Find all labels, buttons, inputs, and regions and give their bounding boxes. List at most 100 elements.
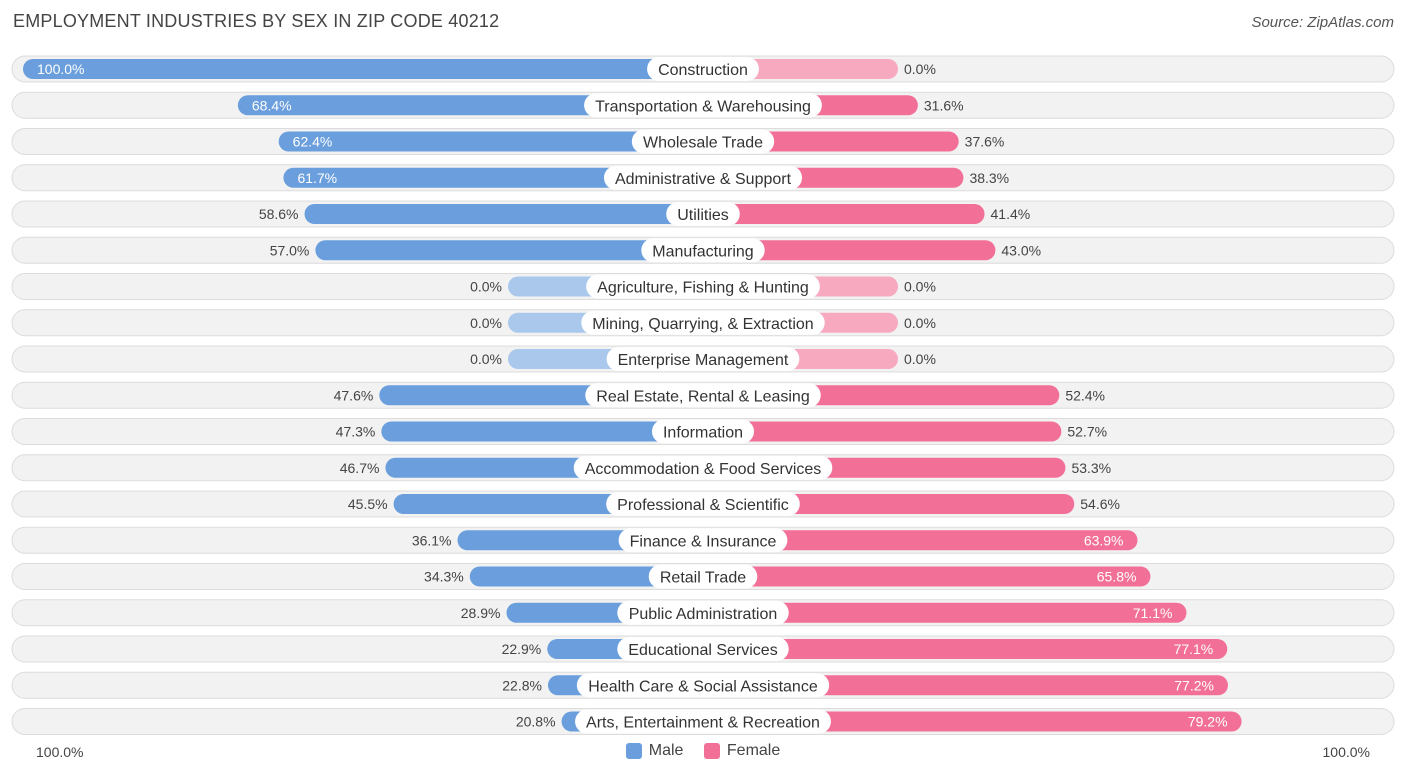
- male-value-label: 100.0%: [37, 61, 84, 77]
- male-value-label: 28.9%: [461, 605, 501, 621]
- source-label: Source: ZipAtlas.com: [1251, 14, 1394, 31]
- category-label: Public Administration: [629, 606, 778, 623]
- category-label: Health Care & Social Assistance: [588, 678, 818, 695]
- bar-female: [703, 421, 1062, 442]
- category-label: Construction: [658, 62, 748, 79]
- category-label-bg: [603, 165, 803, 190]
- bar-male: [23, 59, 703, 79]
- female-value-label: 54.6%: [1080, 496, 1120, 512]
- category-label: Enterprise Management: [618, 352, 789, 369]
- category-label-bg: [666, 202, 740, 226]
- male-value-label: 34.3%: [424, 569, 464, 585]
- female-value-label: 0.0%: [904, 351, 936, 367]
- bar-female: [703, 602, 1187, 623]
- legend-label-female: Female: [726, 742, 781, 759]
- female-value-label: 77.1%: [1174, 641, 1214, 657]
- female-value-label: 63.9%: [1084, 532, 1124, 548]
- male-value-label: 47.6%: [334, 387, 374, 403]
- category-label: Transportation & Warehousing: [595, 98, 811, 115]
- category-label-bg: [641, 238, 765, 263]
- male-value-label: 22.8%: [502, 677, 542, 693]
- category-label-bg: [573, 455, 833, 480]
- female-value-label: 65.8%: [1097, 569, 1137, 585]
- male-value-label: 61.7%: [297, 170, 337, 186]
- female-value-label: 37.6%: [965, 134, 1005, 150]
- axis-right-label: 100.0%: [1322, 744, 1370, 760]
- category-label-bg: [585, 383, 821, 408]
- category-label-bg: [647, 57, 759, 81]
- male-value-label: 0.0%: [470, 315, 502, 331]
- category-label: Educational Services: [628, 642, 777, 659]
- bar-male: [315, 240, 703, 261]
- chart-canvas: 100.0% 0.0% Construction 68.4% 31.6% Transpor…: [11, 55, 1395, 735]
- male-value-label: 47.3%: [336, 424, 376, 440]
- female-value-label: 0.0%: [904, 61, 936, 77]
- chart-title: EMPLOYMENT INDUSTRIES BY SEX IN ZIP CODE…: [13, 11, 500, 31]
- male-value-label: 58.6%: [259, 206, 299, 222]
- legend-label-male: Male: [648, 742, 684, 759]
- female-value-label: 38.3%: [969, 170, 1009, 186]
- category-label-bg: [581, 310, 825, 335]
- category-label: Utilities: [677, 207, 729, 224]
- category-label-bg: [586, 274, 820, 299]
- category-label: Agriculture, Fishing & Hunting: [597, 280, 809, 297]
- bar-female: [703, 675, 1228, 696]
- female-value-label: 43.0%: [1001, 242, 1041, 258]
- male-value-label: 20.8%: [516, 714, 556, 730]
- category-label: Real Estate, Rental & Leasing: [596, 388, 809, 405]
- bar-male: [283, 167, 703, 188]
- male-value-label: 36.1%: [412, 532, 452, 548]
- bar-female: [703, 711, 1242, 732]
- female-value-label: 52.7%: [1067, 424, 1107, 440]
- category-label: Accommodation & Food Services: [585, 461, 822, 478]
- category-label: Retail Trade: [660, 570, 746, 587]
- bar-female: [703, 240, 996, 261]
- male-value-label: 45.5%: [348, 496, 388, 512]
- category-label-bg: [606, 347, 800, 371]
- bar-female: [703, 566, 1151, 587]
- bar-male: [278, 131, 703, 152]
- category-label: Mining, Quarrying, & Extraction: [592, 316, 813, 333]
- category-label-bg: [648, 564, 758, 589]
- category-label: Arts, Entertainment & Recreation: [586, 715, 820, 732]
- legend: Male Female: [0, 742, 1406, 764]
- legend-item-male[interactable]: Male: [625, 742, 684, 760]
- category-label: Professional & Scientific: [617, 497, 789, 514]
- female-value-label: 77.2%: [1174, 677, 1214, 693]
- male-value-label: 68.4%: [252, 97, 292, 113]
- female-value-label: 0.0%: [904, 315, 936, 331]
- category-label: Administrative & Support: [615, 171, 792, 188]
- male-value-label: 0.0%: [470, 279, 502, 295]
- female-value-label: 53.3%: [1071, 460, 1111, 476]
- legend-item-female[interactable]: Female: [703, 742, 781, 760]
- male-value-label: 62.4%: [293, 134, 333, 150]
- category-label-bg: [631, 129, 775, 154]
- bar-female: [703, 204, 985, 224]
- bar-male: [381, 421, 703, 442]
- bar-male: [304, 204, 703, 224]
- category-label-bg: [576, 673, 830, 698]
- female-value-label: 31.6%: [924, 97, 964, 113]
- female-value-label: 71.1%: [1133, 605, 1173, 621]
- female-value-label: 0.0%: [904, 279, 936, 295]
- category-label-bg: [617, 637, 789, 661]
- axis-left-label: 100.0%: [36, 744, 84, 760]
- category-label-bg: [617, 600, 789, 625]
- male-value-label: 57.0%: [270, 242, 310, 258]
- female-value-label: 79.2%: [1188, 714, 1228, 730]
- legend-swatch-female: [703, 743, 720, 759]
- category-label: Finance & Insurance: [630, 533, 777, 550]
- category-label: Manufacturing: [652, 243, 753, 260]
- category-label-bg: [584, 93, 822, 118]
- category-label-bg: [618, 528, 788, 553]
- bar-male: [469, 566, 703, 587]
- female-value-label: 52.4%: [1065, 387, 1105, 403]
- legend-swatch-male: [625, 743, 642, 759]
- bar-female: [703, 530, 1138, 551]
- male-value-label: 22.9%: [502, 641, 542, 657]
- male-value-label: 0.0%: [470, 351, 502, 367]
- category-label-bg: [606, 492, 800, 516]
- category-label-bg: [575, 709, 831, 734]
- category-label: Wholesale Trade: [643, 135, 763, 152]
- bar-female: [703, 639, 1228, 659]
